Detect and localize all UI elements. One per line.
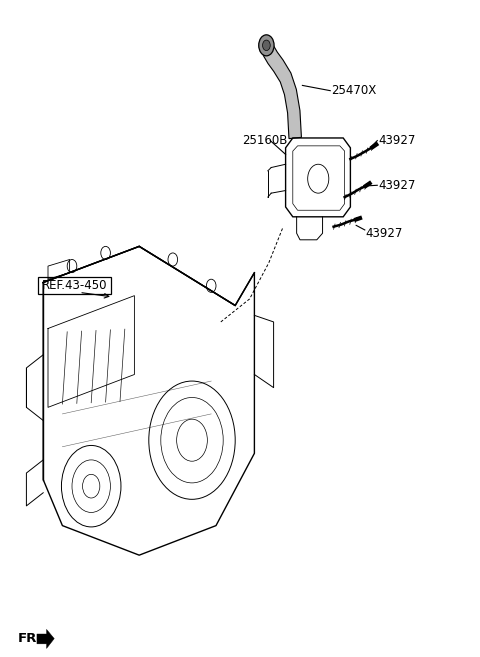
Text: 43927: 43927: [378, 134, 416, 147]
Text: 25160B: 25160B: [242, 134, 288, 147]
Text: FR.: FR.: [18, 632, 43, 645]
Text: 43927: 43927: [378, 179, 416, 192]
Polygon shape: [261, 41, 301, 139]
Circle shape: [263, 40, 270, 51]
Text: 25470X: 25470X: [331, 84, 376, 97]
Circle shape: [259, 35, 274, 56]
Text: 43927: 43927: [366, 227, 403, 240]
Polygon shape: [37, 629, 54, 648]
Text: REF.43-450: REF.43-450: [42, 279, 108, 292]
